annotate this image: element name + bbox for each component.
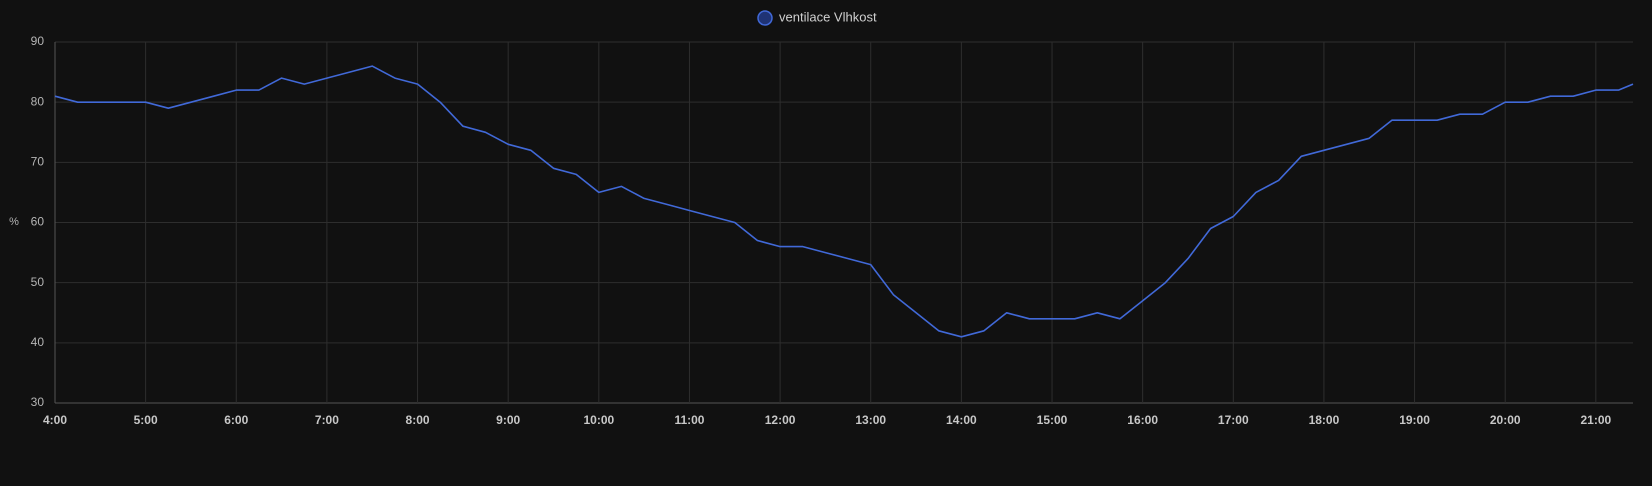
data-line (54, 65, 1634, 338)
x-tick-label: 21:00 (1580, 413, 1611, 427)
x-tick-label: 8:00 (406, 413, 430, 427)
x-tick-label: 14:00 (946, 413, 977, 427)
x-tick-label: 4:00 (43, 413, 67, 427)
x-tick-label: 19:00 (1399, 413, 1430, 427)
x-tick-label: 5:00 (134, 413, 158, 427)
y-tick-label: 50 (31, 275, 45, 289)
x-tick-label: 20:00 (1490, 413, 1521, 427)
y-tick-label: 90 (31, 34, 45, 48)
legend-label[interactable]: ventilace Vlhkost (779, 9, 877, 24)
legend-marker[interactable] (757, 10, 773, 26)
x-tick-label: 18:00 (1309, 413, 1340, 427)
y-tick-label: 70 (31, 155, 45, 169)
x-tick-label: 6:00 (224, 413, 248, 427)
y-tick-label: 30 (31, 395, 45, 409)
x-tick-label: 16:00 (1127, 413, 1158, 427)
x-tick-label: 10:00 (583, 413, 614, 427)
x-tick-label: 7:00 (315, 413, 339, 427)
x-tick-label: 13:00 (855, 413, 886, 427)
x-tick-label: 12:00 (765, 413, 796, 427)
y-tick-label: 40 (31, 335, 45, 349)
x-tick-label: 11:00 (674, 413, 704, 427)
x-tick-label: 9:00 (496, 413, 520, 427)
y-axis-label: % (9, 216, 19, 228)
x-tick-label: 15:00 (1037, 413, 1068, 427)
y-tick-label: 80 (31, 94, 45, 108)
y-tick-label: 60 (31, 215, 45, 229)
x-tick-label: 17:00 (1218, 413, 1249, 427)
